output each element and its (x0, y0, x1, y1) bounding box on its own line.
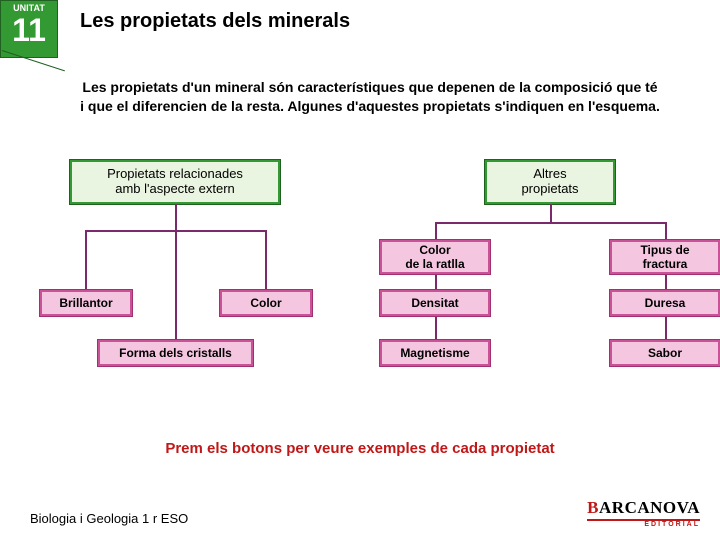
connector (665, 316, 667, 340)
btn-color-ratlla-label: Color de la ratlla (405, 243, 464, 271)
btn-color[interactable]: Color (220, 290, 312, 316)
group-other-label: Altres propietats (521, 167, 578, 197)
page-title: Les propietats dels minerals (80, 10, 350, 33)
connector (265, 230, 267, 290)
connector (435, 316, 437, 340)
diagram-area: Propietats relacionades amb l'aspecte ex… (40, 150, 700, 430)
logo-brand: BARCANOVA (587, 498, 700, 521)
btn-brillantor[interactable]: Brillantor (40, 290, 132, 316)
connector (435, 274, 437, 290)
btn-forma[interactable]: Forma dels cristalls (98, 340, 253, 366)
footer-text: Biologia i Geologia 1 r ESO (30, 511, 188, 526)
btn-color-label: Color (250, 296, 281, 310)
btn-magnetisme[interactable]: Magnetisme (380, 340, 490, 366)
connector (665, 222, 667, 240)
connector (175, 230, 177, 340)
btn-sabor-label: Sabor (648, 346, 682, 360)
btn-tipus-fractura[interactable]: Tipus de fractura (610, 240, 720, 274)
connector (85, 230, 87, 290)
btn-duresa[interactable]: Duresa (610, 290, 720, 316)
btn-color-ratlla[interactable]: Color de la ratlla (380, 240, 490, 274)
btn-densitat-label: Densitat (411, 296, 458, 310)
btn-tipus-fractura-label: Tipus de fractura (640, 243, 689, 271)
btn-duresa-label: Duresa (645, 296, 686, 310)
group-aspect-label: Propietats relacionades amb l'aspecte ex… (107, 167, 243, 197)
unit-number: 11 (1, 13, 57, 47)
connector (175, 204, 177, 230)
btn-sabor[interactable]: Sabor (610, 340, 720, 366)
intro-text: Les propietats d'un mineral són caracter… (80, 78, 660, 116)
connector (665, 274, 667, 290)
group-other-header: Altres propietats (485, 160, 615, 204)
btn-brillantor-label: Brillantor (59, 296, 112, 310)
connector (435, 222, 665, 224)
logo-sub: EDITORIAL (587, 521, 700, 528)
btn-forma-label: Forma dels cristalls (119, 346, 232, 360)
publisher-logo: BARCANOVA EDITORIAL (587, 498, 700, 528)
connector (435, 222, 437, 240)
btn-magnetisme-label: Magnetisme (400, 346, 469, 360)
btn-densitat[interactable]: Densitat (380, 290, 490, 316)
instruction-text: Prem els botons per veure exemples de ca… (0, 440, 720, 457)
group-aspect-header: Propietats relacionades amb l'aspecte ex… (70, 160, 280, 204)
instruction-label: Prem els botons per veure exemples de ca… (165, 440, 554, 457)
unit-badge: UNITAT 11 (0, 0, 58, 58)
connector (550, 204, 552, 222)
